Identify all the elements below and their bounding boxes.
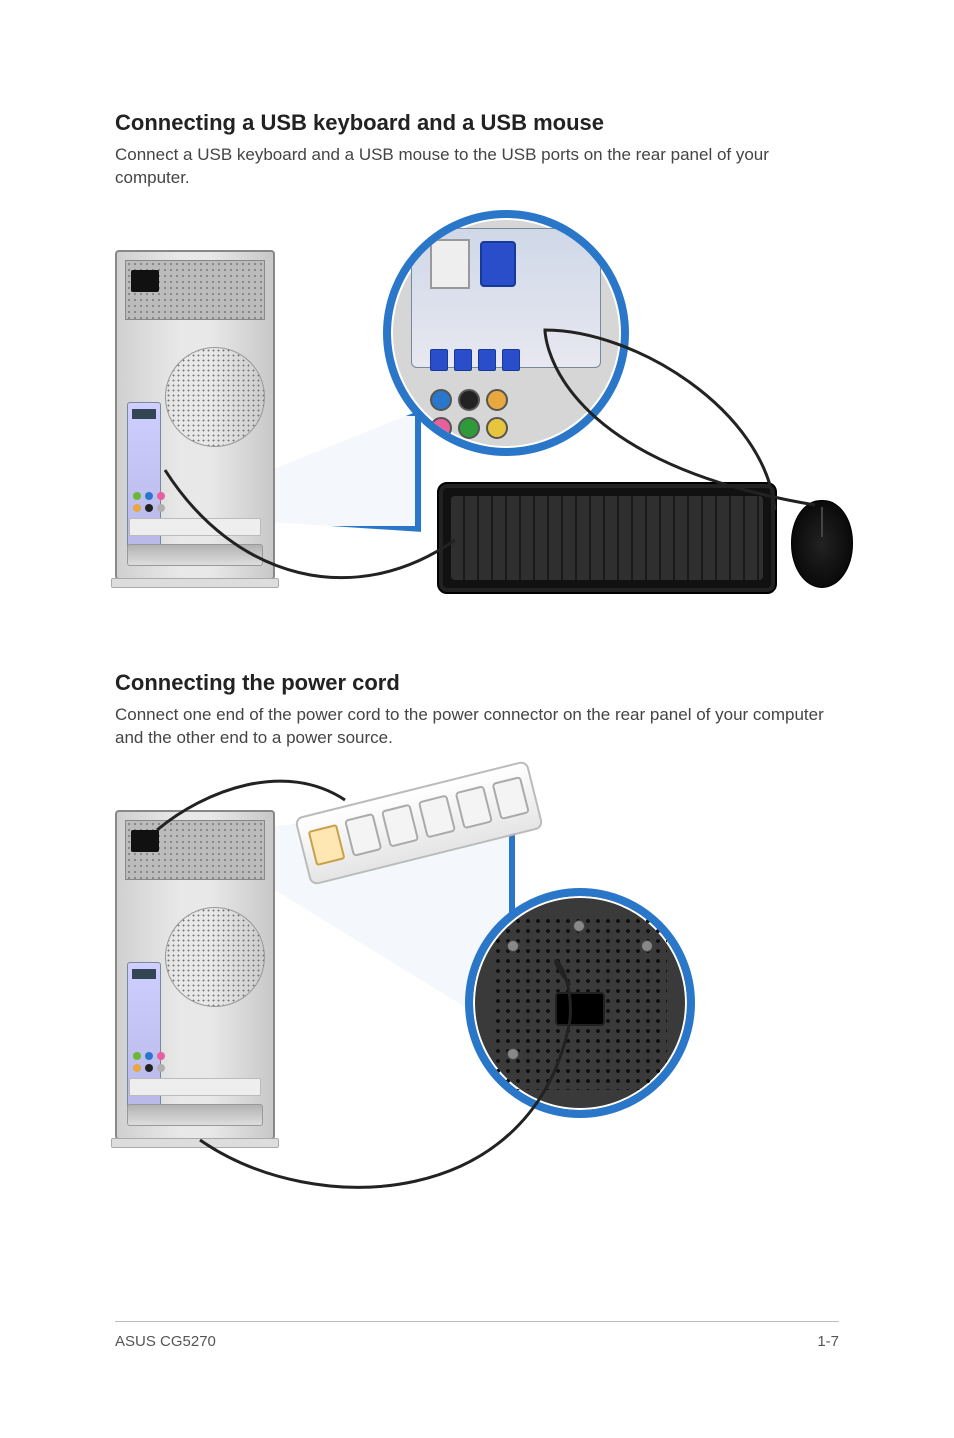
section1-body: Connect a USB keyboard and a USB mouse t… <box>115 144 839 190</box>
keyboard-icon <box>437 482 777 594</box>
pc-tower-rear-1 <box>115 250 275 580</box>
pc-tower-rear-2 <box>115 810 275 1140</box>
vga-port-icon <box>480 241 516 287</box>
tower-audio-jacks-2 <box>133 1052 165 1072</box>
tower-audio-jacks <box>133 492 165 512</box>
section2-body: Connect one end of the power cord to the… <box>115 704 839 750</box>
dvi-port-icon <box>430 239 470 289</box>
power-strip-switch <box>308 824 346 866</box>
section1-heading: Connecting a USB keyboard and a USB mous… <box>115 110 839 136</box>
footer-page-number: 1-7 <box>817 1333 839 1350</box>
audio-jack-grid <box>430 389 508 439</box>
illustration-power <box>115 770 839 1200</box>
usb-ports-row <box>430 349 520 371</box>
magnifier-io <box>383 210 629 456</box>
power-inlet-icon <box>555 992 605 1026</box>
section2-heading: Connecting the power cord <box>115 670 839 696</box>
illustration-usb <box>115 210 839 610</box>
footer-product: ASUS CG5270 <box>115 1333 216 1350</box>
magnifier-psu <box>465 888 695 1118</box>
footer-rule <box>115 1321 839 1322</box>
mouse-icon <box>791 500 853 588</box>
